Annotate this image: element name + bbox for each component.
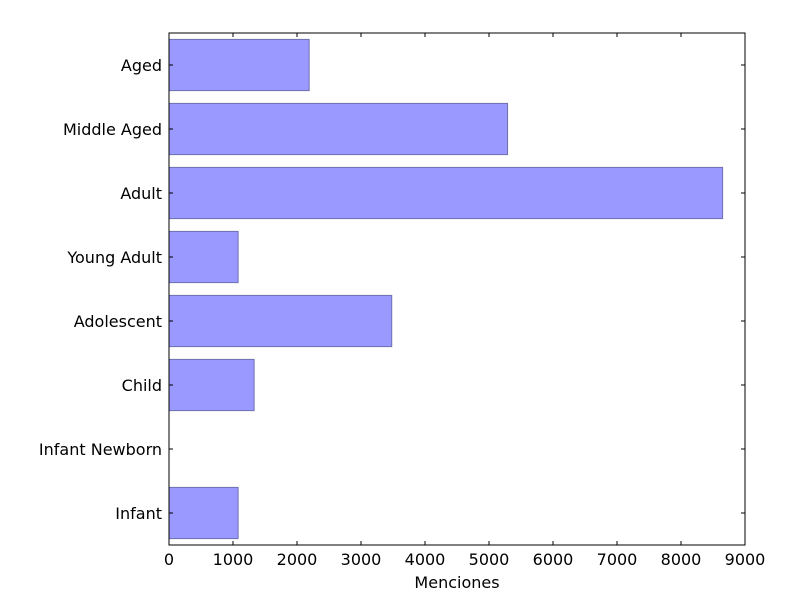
bar-young-adult: [168, 230, 239, 284]
x-tick-label: 8000: [661, 550, 702, 569]
y-tick-label: Child: [122, 376, 162, 395]
bar-child: [168, 358, 255, 412]
x-tick-label: 6000: [533, 550, 574, 569]
y-tick-label: Adolescent: [74, 312, 162, 331]
x-tick-label: 3000: [341, 550, 382, 569]
bar-adolescent: [168, 294, 393, 348]
x-tick-label: 1000: [213, 550, 254, 569]
bars-layer: [168, 38, 724, 540]
bar-adult: [168, 166, 724, 220]
y-tick-label: Infant Newborn: [39, 440, 162, 459]
x-tick-label: 7000: [597, 550, 638, 569]
y-tick-label: Aged: [121, 56, 162, 75]
bar-infant: [168, 486, 239, 540]
y-tick-label: Young Adult: [66, 248, 162, 267]
x-tick-label: 2000: [277, 550, 318, 569]
x-tick-label: 0: [164, 550, 174, 569]
y-tick-label: Adult: [120, 184, 162, 203]
bar-aged: [168, 38, 310, 92]
y-tick-label: Middle Aged: [63, 120, 162, 139]
x-tick-label: 4000: [405, 550, 446, 569]
plot-frame: [168, 32, 746, 546]
x-axis-title: Menciones: [414, 573, 499, 592]
bar-middle-aged: [168, 102, 509, 156]
x-tick-label: 9000: [725, 550, 766, 569]
x-tick-label: 5000: [469, 550, 510, 569]
y-tick-label: Infant: [115, 504, 162, 523]
ticks-layer: Infant Infant Newborn Child Adolescent Young…: [39, 33, 765, 569]
